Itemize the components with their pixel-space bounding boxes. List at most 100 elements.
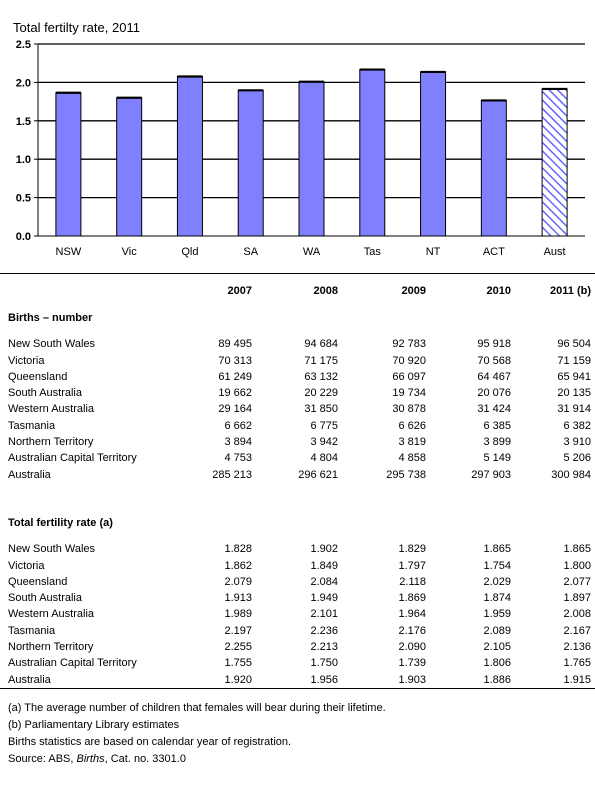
row-value: 92 783: [392, 338, 426, 351]
fertility-bar-chart: 0.0 0.5 1.0 1.5 2.0 2.5 NSW Vic Qld SA WA Tas NT ACT A…: [16, 39, 585, 258]
row-value: 96 504: [557, 338, 591, 351]
row-value: 29 164: [218, 403, 252, 416]
row-value: 295 738: [386, 468, 426, 481]
row-value: 2.029: [483, 575, 511, 588]
row-value: 3 942: [310, 436, 338, 449]
row-value: 1.865: [483, 543, 511, 556]
section-title: Births – number: [8, 312, 93, 324]
row-value: 2.101: [310, 608, 338, 621]
row-value: 1.800: [563, 559, 591, 572]
row-label: Northern Territory: [8, 436, 94, 449]
row-value: 70 568: [477, 354, 511, 367]
row-value: 3 899: [483, 436, 511, 449]
bar-tas: [359, 69, 386, 237]
table-row: Western Australia 1.989 2.101 1.964 1.959 2.0…: [8, 606, 591, 622]
row-value: 2.236: [310, 624, 338, 637]
row-value: 5 206: [563, 452, 591, 465]
table-row: Australia 285 213 296 621 295 738 297 903 300…: [8, 467, 591, 483]
row-value: 2.089: [483, 624, 511, 637]
row-label: Western Australia: [8, 403, 95, 416]
row-value: 1.949: [310, 592, 338, 605]
row-label: Northern Territory: [8, 641, 94, 654]
row-value: 1.750: [310, 657, 338, 670]
row-label: New South Wales: [8, 338, 96, 351]
spacer-cell: [8, 531, 194, 541]
header-spacer: [8, 282, 194, 300]
row-value: 2.213: [310, 641, 338, 654]
section-title-row: Total fertility rate (a): [8, 515, 591, 531]
row-label: Queensland: [8, 575, 68, 588]
row-value: 30 878: [392, 403, 426, 416]
row-value: 2.167: [563, 624, 591, 637]
row-value: 64 467: [477, 370, 511, 383]
spacer-row: [8, 531, 591, 541]
row-value: 3 894: [224, 436, 252, 449]
row-value: 1.920: [224, 673, 252, 686]
year-header-row: 2007 2008 2009 2010 2011 (b): [8, 282, 591, 300]
row-value: 300 984: [551, 468, 591, 481]
table-row: Tasmania 6 662 6 775 6 626 6 385 6 382: [8, 418, 591, 434]
row-label: New South Wales: [8, 543, 96, 556]
x-tick-label: SA: [243, 246, 258, 258]
year-header: 2007: [227, 284, 252, 297]
x-tick-label: WA: [303, 246, 321, 258]
row-value: 6 385: [483, 419, 511, 432]
row-value: 1.797: [398, 559, 426, 572]
row-value: 4 858: [398, 452, 426, 465]
row-value: 6 775: [310, 419, 338, 432]
row-label: Tasmania: [8, 624, 56, 637]
row-value: 296 621: [298, 468, 338, 481]
note-b: (b) Parliamentary Library estimates: [8, 719, 180, 731]
spacer-cell: [8, 326, 194, 336]
row-value: 66 097: [392, 370, 426, 383]
row-value: 1.865: [563, 543, 591, 556]
row-value: 1.862: [224, 559, 252, 572]
row-value: 1.829: [398, 543, 426, 556]
row-value: 2.197: [224, 624, 252, 637]
note-calendar: Births statistics are based on calendar …: [8, 736, 292, 748]
row-value: 1.869: [398, 592, 426, 605]
row-value: 1.964: [398, 608, 426, 621]
x-tick-label: Vic: [122, 246, 138, 258]
x-tick-label: ACT: [483, 246, 505, 258]
table-row: Queensland 2.079 2.084 2.118 2.029 2.077: [8, 574, 591, 590]
x-tick-label: NSW: [56, 246, 82, 258]
row-value: 1.915: [563, 673, 591, 686]
spacer-row: [8, 300, 591, 310]
row-value: 19 662: [218, 387, 252, 400]
row-value: 1.903: [398, 673, 426, 686]
row-value: 89 495: [218, 338, 252, 351]
row-value: 4 753: [224, 452, 252, 465]
row-label: South Australia: [8, 387, 82, 400]
y-tick-label: 1.5: [16, 116, 31, 128]
section-title-row: Births – number: [8, 310, 591, 326]
row-value: 4 804: [310, 452, 338, 465]
source-prefix: Source: ABS,: [8, 753, 77, 765]
table-row: New South Wales 1.828 1.902 1.829 1.865 1.865: [8, 541, 591, 557]
row-value: 95 918: [477, 338, 511, 351]
row-value: 65 941: [557, 370, 591, 383]
bar-nsw: [55, 92, 82, 237]
row-value: 1.886: [483, 673, 511, 686]
data-table: 2007 2008 2009 2010 2011 (b) Births – number N…: [8, 282, 591, 688]
table-row: South Australia 1.913 1.949 1.869 1.874 1.897: [8, 590, 591, 606]
row-value: 1.754: [483, 559, 511, 572]
y-tick-label: 0.5: [16, 193, 31, 205]
table-row: New South Wales 89 495 94 684 92 783 95 918 9…: [8, 336, 591, 352]
x-tick-label: Tas: [364, 246, 382, 258]
row-value: 1.902: [310, 543, 338, 556]
row-value: 2.176: [398, 624, 426, 637]
row-value: 19 734: [392, 387, 426, 400]
row-value: 5 149: [483, 452, 511, 465]
row-value: 2.105: [483, 641, 511, 654]
chart-title: Total fertilty rate, 2011: [13, 20, 140, 35]
row-value: 1.897: [563, 592, 591, 605]
row-value: 31 914: [557, 403, 591, 416]
x-tick-label: NT: [426, 246, 441, 258]
table-row: Australia 1.920 1.956 1.903 1.886 1.915: [8, 672, 591, 688]
table-row: Queensland 61 249 63 132 66 097 64 467 65 941: [8, 369, 591, 385]
table-row: Northern Territory 2.255 2.213 2.090 2.105 2.…: [8, 639, 591, 655]
row-value: 285 213: [212, 468, 252, 481]
row-value: 63 132: [304, 370, 338, 383]
row-label: Queensland: [8, 370, 68, 383]
